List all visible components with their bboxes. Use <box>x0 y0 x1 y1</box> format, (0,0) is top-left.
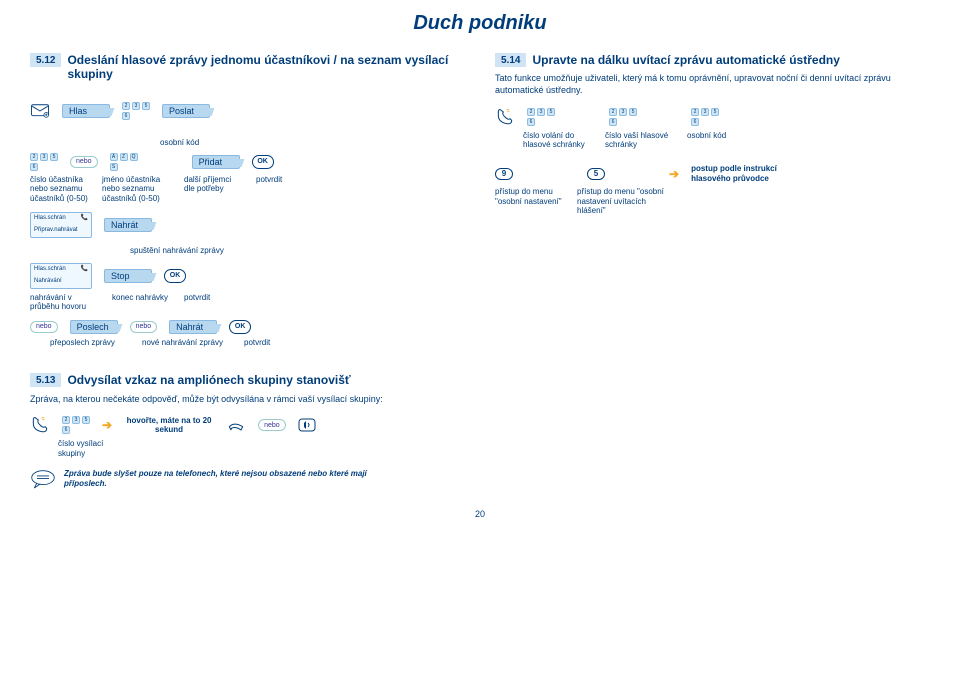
hlas-button[interactable]: Hlas <box>62 104 110 118</box>
caption: potvrdit <box>244 338 284 348</box>
speech-bubble-icon <box>30 469 56 489</box>
caption: číslo vaší hlasové schránky <box>605 131 675 150</box>
message-icon <box>30 104 50 118</box>
caption: hovořte, máte na to 20 sekund <box>124 416 214 435</box>
spusteni-label: spuštění nahrávání zprávy <box>130 246 465 255</box>
stop-button[interactable]: Stop <box>104 269 152 283</box>
hangup-icon <box>226 415 246 435</box>
page-number: 20 <box>30 509 930 519</box>
key-9[interactable]: 9 <box>495 168 513 180</box>
arrow-icon: ➔ <box>102 418 112 432</box>
keypad-icon: 2356 <box>62 416 90 434</box>
keypad-icon: 2356 <box>691 108 719 126</box>
section-number: 5.13 <box>30 373 61 387</box>
ok-button[interactable]: OK <box>229 320 251 334</box>
caption: číslo vysílací skupiny <box>58 439 118 458</box>
page-title: Duch podniku <box>30 12 930 35</box>
caption: číslo volání do hlasové schránky <box>523 131 593 150</box>
arrow-icon: ➔ <box>669 167 679 181</box>
phone-screen: Hlas.schrán📞 Připrav.nahrávat <box>30 212 92 238</box>
section-desc: Zpráva, na kterou nečekáte odpověď, může… <box>30 394 930 406</box>
caption: číslo účastníka nebo seznamu účastníků (… <box>30 175 90 204</box>
section-title: Odeslání hlasové zprávy jednomu účastník… <box>67 53 465 82</box>
nebo-badge: nebo <box>258 419 286 431</box>
caption: konec nahrávky <box>112 293 172 312</box>
pridat-button[interactable]: Přidat <box>192 155 240 169</box>
osobni-kod-label: osobní kód <box>160 138 465 147</box>
section-number: 5.14 <box>495 53 526 67</box>
speaker-key-icon <box>298 418 316 432</box>
key-5[interactable]: 5 <box>587 168 605 180</box>
nahrat-button[interactable]: Nahrát <box>104 218 152 232</box>
section-desc: Tato funkce umožňuje uživateli, který má… <box>495 73 930 96</box>
poslech-button[interactable]: Poslech <box>70 320 118 334</box>
caption: osobní kód <box>687 131 747 150</box>
handset-icon <box>495 107 515 127</box>
ok-button[interactable]: OK <box>164 269 186 283</box>
poslat-button[interactable]: Poslat <box>162 104 210 118</box>
caption: nové nahrávání zprávy <box>142 338 232 348</box>
caption: přeposlech zprávy <box>50 338 130 348</box>
caption: postup podle instrukcí hlasového průvodc… <box>691 164 791 183</box>
alpha-keypad-icon: AZQS <box>110 153 138 171</box>
nebo-badge: nebo <box>70 156 98 168</box>
caption: nahrávání v průběhu hovoru <box>30 293 100 312</box>
keypad-icon: 2356 <box>527 108 555 126</box>
screen-text: Hlas.schrán <box>34 215 66 222</box>
caption: další příjemci dle potřeby <box>184 175 244 204</box>
nebo-badge: nebo <box>130 321 158 333</box>
keypad-icon: 2356 <box>122 102 150 120</box>
caption: potvrdit <box>184 293 224 312</box>
handset-icon <box>30 415 50 435</box>
keypad-icon: 2356 <box>609 108 637 126</box>
bubble-text: Zpráva bude slyšet pouze na telefonech, … <box>64 469 404 490</box>
caption: přístup do menu "osobní nastavení uvítac… <box>577 187 667 216</box>
keypad-icon: 2356 <box>30 153 58 171</box>
caption: přístup do menu "osobní nastavení" <box>495 187 565 216</box>
caption: potvrdit <box>256 175 296 204</box>
nahrat-button[interactable]: Nahrát <box>169 320 217 334</box>
caption: jméno účastníka nebo seznamu účastníků (… <box>102 175 172 204</box>
section-title: Odvysílat vzkaz na ampliónech skupiny st… <box>67 373 350 387</box>
phone-screen: Hlas.schrán📞 Nahrávání <box>30 263 92 289</box>
ok-button[interactable]: OK <box>252 155 274 169</box>
screen-text: Nahrávání <box>34 278 88 285</box>
section-number: 5.12 <box>30 53 61 67</box>
screen-text: Hlas.schrán <box>34 266 66 273</box>
nebo-badge: nebo <box>30 321 58 333</box>
screen-text: Připrav.nahrávat <box>34 227 88 234</box>
section-title: Upravte na dálku uvítací zprávu automati… <box>532 53 839 67</box>
